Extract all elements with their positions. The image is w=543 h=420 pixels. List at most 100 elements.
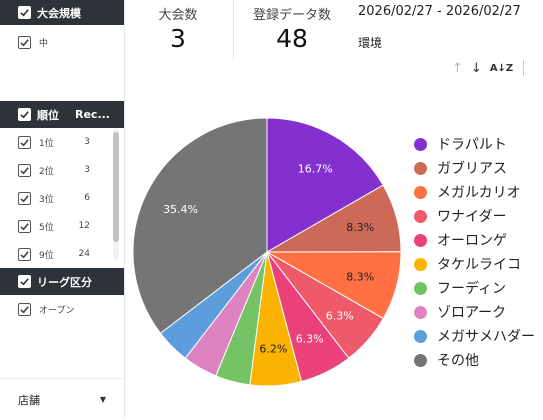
taikai-item-medium[interactable]: 中 xyxy=(0,30,112,54)
league-filter-header[interactable]: リーグ区分 xyxy=(0,268,124,295)
rank-item-count: 3 xyxy=(84,137,90,147)
check-icon xyxy=(20,111,29,119)
rank-item-checkbox[interactable] xyxy=(18,247,31,261)
tournament-count-label: 大会数 xyxy=(158,8,198,23)
rank-item-label: 3位 xyxy=(39,194,54,205)
environment-filter-label[interactable]: 環境 xyxy=(358,36,383,50)
pie-slice-4[interactable] xyxy=(266,251,350,383)
chart-legend: ドラパルトガブリアスメガルカリオ ワナイダーオーロンゲタケルライコフーディンゾロア… xyxy=(414,132,535,372)
legend-label-4: オーロンゲ xyxy=(437,233,507,249)
legend-swatch-6 xyxy=(414,281,427,295)
taikai-item-label: 中 xyxy=(39,38,49,49)
date-range-control[interactable]: 2026/02/27 - 2026/02/27 xyxy=(358,4,521,19)
rank-item-count: 24 xyxy=(78,249,90,259)
sort-descending-icon[interactable]: ↓ xyxy=(470,60,482,76)
pie-slice-label-4: 6.3% xyxy=(296,333,324,346)
legend-swatch-2 xyxy=(414,185,427,199)
legend-item-3[interactable]: ワナイダー xyxy=(414,204,535,228)
record-count-value: 48 xyxy=(276,24,308,53)
legend-label-7: ゾロアーク xyxy=(437,305,507,321)
rank-item[interactable]: 1位 3 xyxy=(0,130,112,154)
legend-swatch-4 xyxy=(414,233,427,247)
legend-swatch-3 xyxy=(414,209,427,223)
pie-slice-2[interactable] xyxy=(265,251,402,320)
rank-item[interactable]: 2位 3 xyxy=(0,158,112,182)
rank-item-count: 12 xyxy=(78,221,90,231)
pie-slice-8[interactable] xyxy=(159,251,268,359)
store-dropdown-label: 店舗 xyxy=(18,393,40,407)
toolbar-divider xyxy=(523,60,525,76)
legend-item-8[interactable]: メガサメハダー xyxy=(414,324,535,348)
rank-item-checkbox[interactable] xyxy=(18,219,31,233)
taikai-filter-header[interactable]: 大会規模 xyxy=(0,0,124,25)
taikai-filter-title: 大会規模 xyxy=(37,6,81,20)
rank-record-count-header[interactable]: Rec... xyxy=(75,108,110,121)
pie-slice-label-2: 8.3% xyxy=(346,271,374,284)
legend-swatch-9 xyxy=(414,353,427,367)
legend-swatch-8 xyxy=(414,329,427,343)
legend-label-1: ガブリアス xyxy=(437,161,507,177)
rank-item-checkbox[interactable] xyxy=(18,135,31,149)
legend-label-2: メガルカリオ xyxy=(437,185,521,201)
legend-item-6[interactable]: フーディン xyxy=(414,276,535,300)
rank-item-checkbox[interactable] xyxy=(18,191,31,205)
pie-slice-5[interactable] xyxy=(249,251,303,387)
store-dropdown[interactable]: 店舗 ▼ xyxy=(0,378,124,420)
tournament-count-value: 3 xyxy=(170,24,186,53)
legend-item-0[interactable]: ドラパルト xyxy=(414,132,535,156)
filter-sidebar: 大会規模 中 順位 Rec... 1位 3 2位 3 3位 6 5位 12 9位… xyxy=(0,0,125,419)
taikai-item-checkbox[interactable] xyxy=(18,35,31,49)
check-icon xyxy=(20,222,29,230)
check-icon xyxy=(20,194,29,202)
legend-item-7[interactable]: ゾロアーク xyxy=(414,300,535,324)
rank-filter-header[interactable]: 順位 Rec... xyxy=(0,101,124,128)
pie-slice-label-5: 6.2% xyxy=(259,342,287,355)
pie-slice-label-1: 8.3% xyxy=(346,221,374,234)
legend-label-0: ドラパルト xyxy=(437,137,507,153)
taikai-select-all-checkbox[interactable] xyxy=(18,6,31,19)
pie-slice-label-0: 16.7% xyxy=(298,162,333,175)
legend-item-9[interactable]: その他 xyxy=(414,348,535,372)
kpi-divider xyxy=(233,0,234,60)
legend-item-4[interactable]: オーロンゲ xyxy=(414,228,535,252)
check-icon xyxy=(20,250,29,258)
rank-item-label: 1位 xyxy=(39,138,54,149)
pie-slice-6[interactable] xyxy=(215,251,268,386)
rank-list-scrollbar[interactable] xyxy=(113,128,119,260)
legend-item-1[interactable]: ガブリアス xyxy=(414,156,535,180)
legend-label-3: ワナイダー xyxy=(437,209,507,225)
pie-slice-9[interactable] xyxy=(132,117,268,334)
pie-slice-label-3: 6.3% xyxy=(326,309,354,322)
league-item-label: オープン xyxy=(39,305,75,316)
legend-swatch-7 xyxy=(414,305,427,319)
legend-item-2[interactable]: メガルカリオ xyxy=(414,180,535,204)
sort-ascending-icon[interactable]: ↑ xyxy=(452,60,463,76)
tournament-count-card: 大会数 3 xyxy=(132,0,224,53)
legend-swatch-0 xyxy=(414,137,427,151)
legend-swatch-5 xyxy=(414,257,427,271)
check-icon xyxy=(20,166,29,174)
pie-slice-0[interactable] xyxy=(266,117,384,253)
pie-slice-7[interactable] xyxy=(184,251,268,377)
caret-down-icon: ▼ xyxy=(99,395,106,404)
league-item-open[interactable]: オープン xyxy=(0,297,112,321)
league-select-all-checkbox[interactable] xyxy=(18,275,31,288)
legend-item-5[interactable]: タケルライコ xyxy=(414,252,535,276)
league-filter-title: リーグ区分 xyxy=(37,275,92,289)
rank-item[interactable]: 3位 6 xyxy=(0,186,112,210)
rank-filter-title: 順位 xyxy=(37,108,59,122)
pie-slice-1[interactable] xyxy=(265,184,402,253)
check-icon xyxy=(20,305,29,313)
rank-item[interactable]: 9位 24 xyxy=(0,242,112,266)
pie-slice-3[interactable] xyxy=(266,251,385,359)
check-icon xyxy=(20,9,29,17)
rank-select-all-checkbox[interactable] xyxy=(18,108,31,121)
rank-item-count: 6 xyxy=(84,193,90,203)
sort-alphabetical-icon[interactable]: A↓Z xyxy=(489,62,514,74)
league-item-checkbox[interactable] xyxy=(18,302,31,316)
rank-item[interactable]: 5位 12 xyxy=(0,214,112,238)
rank-item-checkbox[interactable] xyxy=(18,163,31,177)
legend-label-5: タケルライコ xyxy=(437,257,521,273)
check-icon xyxy=(20,138,29,146)
scrollbar-thumb[interactable] xyxy=(113,132,119,242)
